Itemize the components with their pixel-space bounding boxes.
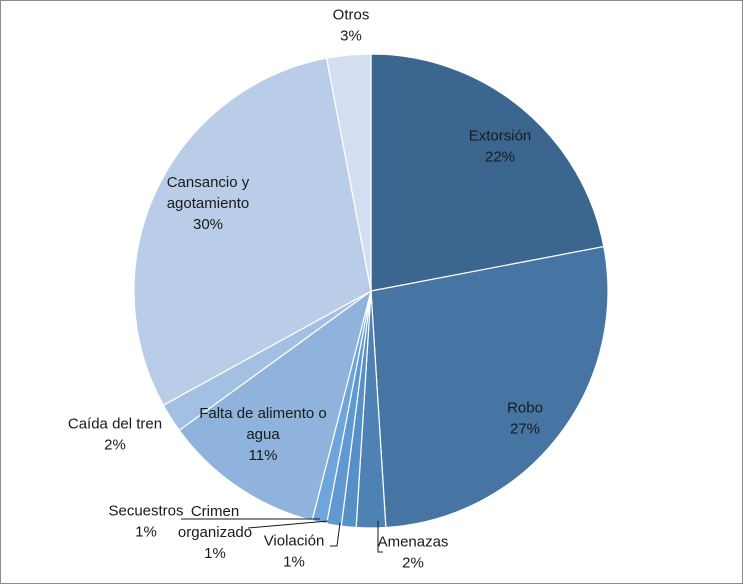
slice-percent-7: 2% [104,437,126,454]
pie-slice-1 [370,245,609,529]
pie-slice-8 [133,57,372,406]
slice-label-6: Falta de alimento o agua 11% [199,405,327,464]
slice-percent-4: 1% [204,545,226,562]
leader-line-3 [330,522,341,547]
slice-percent-8: 30% [193,216,223,233]
slice-label-8: Cansancio y agotamiento 30% [167,174,250,233]
pie-slice-0 [370,53,605,292]
slice-label-2: Amenazas 2% [378,534,449,572]
slice-name-2: Amenazas [378,534,449,551]
slice-label-4: Crimen organizado 1% [178,503,252,562]
slice-label-1: Robo 27% [507,400,543,438]
slice-label-3: Violación 1% [264,533,325,571]
slice-percent-9: 3% [340,28,362,45]
slice-name-4: organizado [178,524,252,541]
slice-label-9: Otros 3% [333,7,370,45]
slice-percent-1: 27% [510,421,540,438]
slice-label-5: Secuestros 1% [108,503,183,541]
slice-percent-0: 22% [485,149,515,166]
leader-line-4 [247,520,329,529]
pie-slice-9 [325,53,372,292]
slice-name-6: Falta de alimento o [199,405,327,422]
leader-line-2 [377,521,383,553]
slice-name-6: agua [246,426,280,443]
pie-slice-6 [178,289,372,522]
slice-name-8: Cansancio y [167,174,250,191]
slice-label-0: Extorsión 22% [469,128,532,166]
slice-name-1: Robo [507,400,543,417]
slice-percent-2: 2% [402,555,424,572]
slice-name-8: agotamiento [167,195,250,212]
slice-name-9: Otros [333,7,370,24]
slice-percent-3: 1% [283,554,305,571]
slice-name-3: Violación [264,533,325,550]
slice-name-5: Secuestros [108,503,183,520]
slice-percent-6: 11% [249,447,278,464]
slice-name-7: Caída del tren [68,416,162,433]
slice-percent-5: 1% [135,524,157,541]
slice-name-0: Extorsión [469,128,532,145]
slice-name-4: Crimen [191,503,239,520]
slice-label-7: Caída del tren 2% [68,416,162,454]
